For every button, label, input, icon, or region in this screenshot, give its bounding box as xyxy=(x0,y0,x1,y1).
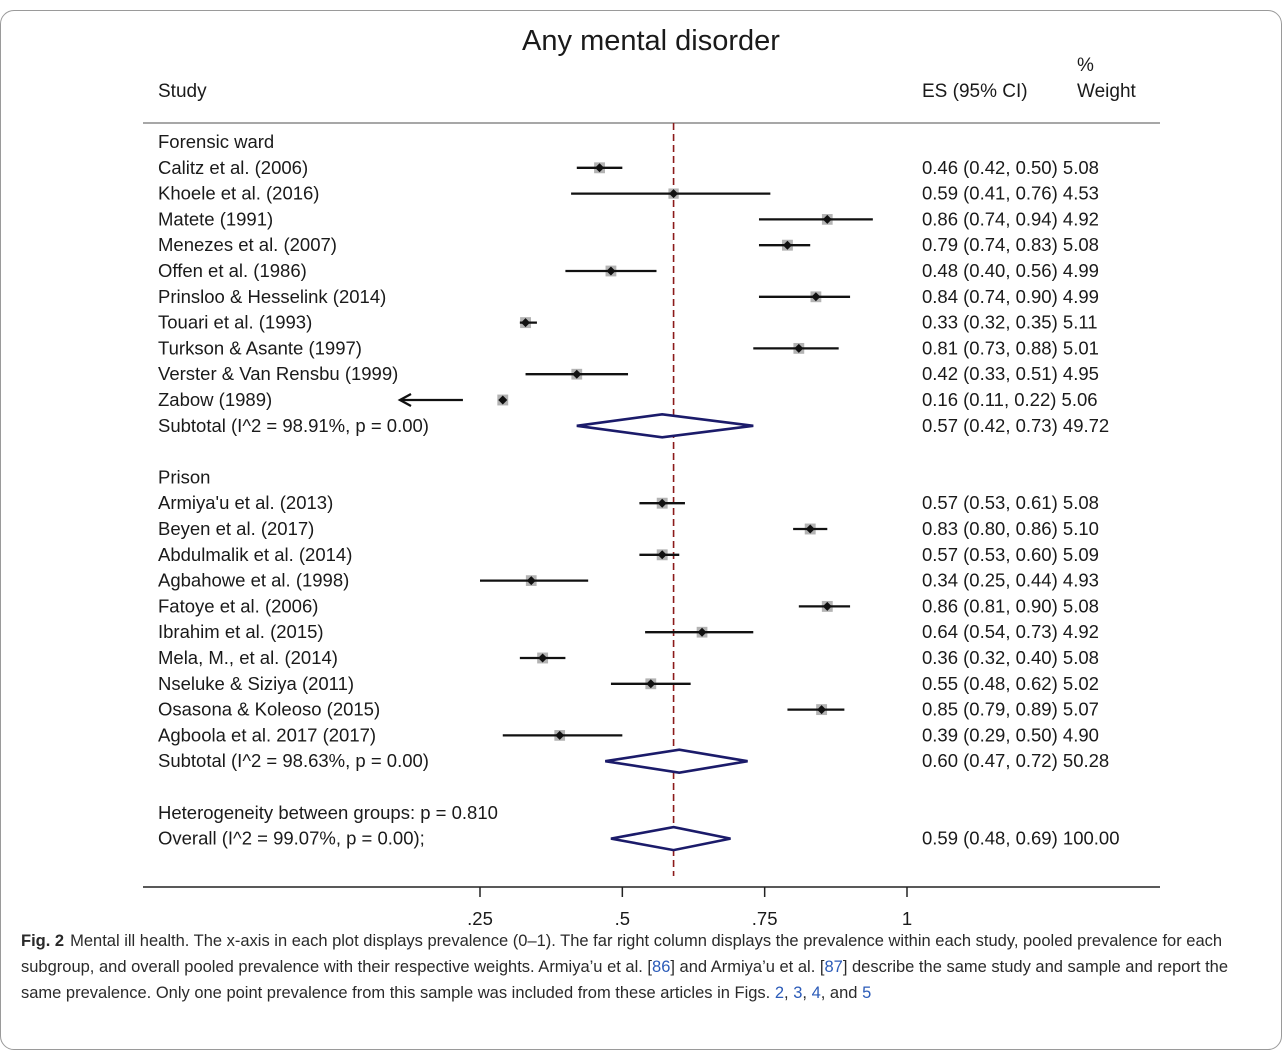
point-estimate-marker xyxy=(498,395,508,405)
point-estimate-marker xyxy=(572,369,582,379)
study-estimate-text: 0.81 (0.73, 0.88) 5.01 xyxy=(922,337,1099,358)
subtotal-label: Subtotal (I^2 = 98.91%, p = 0.00) xyxy=(158,415,429,436)
point-estimate-marker xyxy=(782,240,792,250)
study-label: Abdulmalik et al. (2014) xyxy=(158,544,352,565)
group-heading: Prison xyxy=(158,466,210,487)
study-label: Khoele et al. (2016) xyxy=(158,183,319,204)
citation-link-87[interactable]: 87 xyxy=(824,958,843,976)
forest-plot: Any mental disorder Study ES (95% CI) % … xyxy=(143,25,1160,929)
study-label: Menezes et al. (2007) xyxy=(158,234,337,255)
weight-column-header-bottom: Weight xyxy=(1077,81,1137,102)
figure-link-2[interactable]: 2 xyxy=(774,984,785,1002)
subtotal-diamond xyxy=(576,412,754,439)
study-estimate-text: 0.57 (0.53, 0.60) 5.09 xyxy=(922,544,1099,565)
subtotal-estimate-text: 0.57 (0.42, 0.73) 49.72 xyxy=(922,415,1109,436)
point-estimate-marker xyxy=(822,214,832,224)
study-estimate-text: 0.57 (0.53, 0.61) 5.08 xyxy=(922,492,1099,513)
study-label: Touari et al. (1993) xyxy=(158,312,312,333)
caption-text: Mental ill health. The x-axis in each pl… xyxy=(21,932,1223,976)
study-estimate-text: 0.64 (0.54, 0.73) 4.92 xyxy=(922,621,1099,642)
study-label: Agboola et al. 2017 (2017) xyxy=(158,724,376,745)
study-label: Verster & Van Rensbu (1999) xyxy=(158,363,398,384)
study-estimate-text: 0.16 (0.11, 0.22) 5.06 xyxy=(922,389,1098,410)
x-axis-tick-label: .5 xyxy=(615,908,630,929)
caption-sep-3: , and xyxy=(820,984,863,1002)
figure-link-4[interactable]: 4 xyxy=(811,984,821,1002)
study-label: Calitz et al. (2006) xyxy=(158,157,308,178)
point-estimate-marker xyxy=(555,730,565,740)
citation-link-86[interactable]: 86 xyxy=(652,958,671,976)
overall-diamond xyxy=(610,825,731,852)
caption-sep-2: , xyxy=(802,984,812,1002)
study-label: Agbahowe et al. (1998) xyxy=(158,570,349,591)
point-estimate-marker xyxy=(521,318,531,328)
caption-text-3: ] describe the same study and sample and… xyxy=(21,958,1229,1002)
point-estimate-marker xyxy=(657,550,667,560)
study-label: Prinsloo & Hesselink (2014) xyxy=(158,286,386,307)
overall-estimate-text: 0.59 (0.48, 0.69) 100.00 xyxy=(922,828,1119,849)
subtotal-estimate-text: 0.60 (0.47, 0.72) 50.28 xyxy=(922,750,1109,771)
study-label: Armiya'u et al. (2013) xyxy=(158,492,333,513)
point-estimate-marker xyxy=(657,498,667,508)
subtotal-diamond xyxy=(605,748,748,775)
point-estimate-marker xyxy=(646,679,656,689)
study-estimate-text: 0.83 (0.80, 0.86) 5.10 xyxy=(922,518,1099,539)
point-estimate-marker xyxy=(595,163,605,173)
overall-label: Overall (I^2 = 99.07%, p = 0.00); xyxy=(158,828,425,849)
study-estimate-text: 0.79 (0.74, 0.83) 5.08 xyxy=(922,234,1099,255)
point-estimate-marker xyxy=(794,343,804,353)
study-estimate-text: 0.48 (0.40, 0.56) 4.99 xyxy=(922,260,1099,281)
study-estimate-text: 0.85 (0.79, 0.89) 5.07 xyxy=(922,699,1099,720)
ci-clip-arrow xyxy=(397,392,412,408)
x-axis-tick-label: .25 xyxy=(467,908,493,929)
group-heading: Forensic ward xyxy=(158,131,274,152)
study-estimate-text: 0.84 (0.74, 0.90) 4.99 xyxy=(922,286,1099,307)
study-estimate-text: 0.36 (0.32, 0.40) 5.08 xyxy=(922,647,1099,668)
study-estimate-text: 0.39 (0.29, 0.50) 4.90 xyxy=(922,724,1099,745)
caption-label: Fig. 2 xyxy=(21,932,65,950)
point-estimate-marker xyxy=(805,524,815,534)
x-axis-tick-label: .75 xyxy=(752,908,778,929)
point-estimate-marker xyxy=(817,705,827,715)
study-column-header: Study xyxy=(158,81,207,102)
study-label: Mela, M., et al. (2014) xyxy=(158,647,338,668)
study-label: Turkson & Asante (1997) xyxy=(158,337,362,358)
caption-sep-1: , xyxy=(784,984,794,1002)
subtotal-label: Subtotal (I^2 = 98.63%, p = 0.00) xyxy=(158,750,429,771)
point-estimate-marker xyxy=(697,627,707,637)
study-estimate-text: 0.42 (0.33, 0.51) 4.95 xyxy=(922,363,1099,384)
study-label: Fatoye et al. (2006) xyxy=(158,595,318,616)
chart-title: Any mental disorder xyxy=(522,25,780,57)
figure-link-3[interactable]: 3 xyxy=(793,984,803,1002)
point-estimate-marker xyxy=(606,266,616,276)
study-label: Matete (1991) xyxy=(158,208,273,229)
point-estimate-marker xyxy=(669,189,679,199)
caption-text-2: ] and Armiya’u et al. [ xyxy=(670,958,825,976)
study-estimate-text: 0.86 (0.81, 0.90) 5.08 xyxy=(922,595,1099,616)
study-estimate-text: 0.33 (0.32, 0.35) 5.11 xyxy=(922,312,1098,333)
point-estimate-marker xyxy=(811,292,821,302)
point-estimate-marker xyxy=(526,576,536,586)
heterogeneity-text: Heterogeneity between groups: p = 0.810 xyxy=(158,802,498,823)
study-estimate-text: 0.46 (0.42, 0.50) 5.08 xyxy=(922,157,1099,178)
study-label: Offen et al. (1986) xyxy=(158,260,307,281)
study-label: Beyen et al. (2017) xyxy=(158,518,314,539)
study-label: Zabow (1989) xyxy=(158,389,272,410)
es-column-header: ES (95% CI) xyxy=(922,81,1028,102)
point-estimate-marker xyxy=(822,601,832,611)
figure-link-5[interactable]: 5 xyxy=(862,984,872,1002)
weight-column-header-top: % xyxy=(1077,55,1094,76)
point-estimate-marker xyxy=(538,653,548,663)
study-label: Osasona & Koleoso (2015) xyxy=(158,699,380,720)
study-estimate-text: 0.86 (0.74, 0.94) 4.92 xyxy=(922,208,1099,229)
study-estimate-text: 0.59 (0.41, 0.76) 4.53 xyxy=(922,183,1099,204)
study-label: Nseluke & Siziya (2011) xyxy=(158,673,354,694)
study-estimate-text: 0.55 (0.48, 0.62) 5.02 xyxy=(922,673,1099,694)
figure-caption: Fig. 2 Mental ill health. The x-axis in e… xyxy=(21,928,1269,1006)
x-axis-tick-label: 1 xyxy=(902,908,912,929)
study-estimate-text: 0.34 (0.25, 0.44) 4.93 xyxy=(922,570,1099,591)
study-label: Ibrahim et al. (2015) xyxy=(158,621,324,642)
